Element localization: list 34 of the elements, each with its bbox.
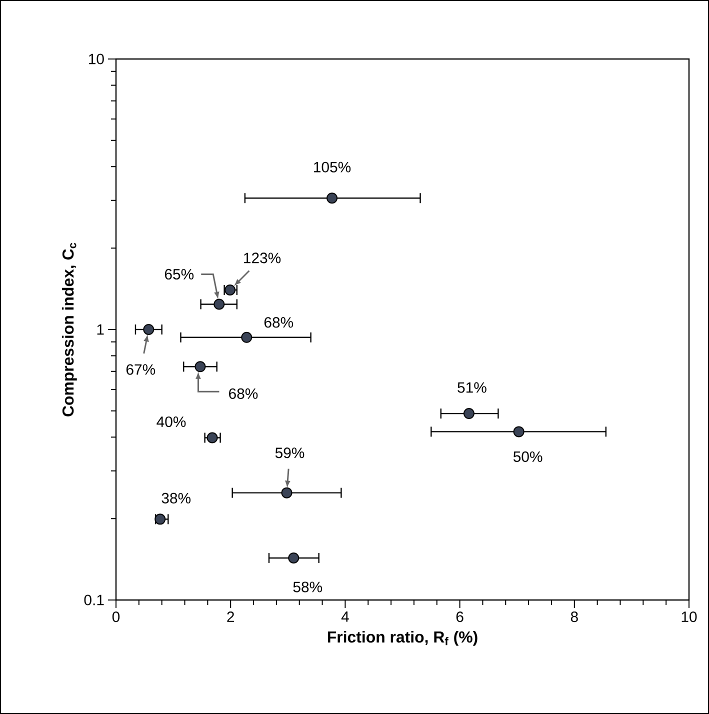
annotation: 68% [264,317,294,328]
point [241,332,252,343]
annotation: 40% [156,416,186,428]
x-tick-label: 8 [570,612,578,622]
annotation: 67% [126,364,156,375]
point [154,514,166,525]
point [288,552,300,564]
annotation: 58% [293,582,322,592]
y-tick-label: 10 [89,54,104,64]
x-tick-label: 2 [227,612,234,622]
point [281,487,292,498]
x-tick-label: 4 [341,612,349,622]
annotation: 105% [314,162,351,172]
x-tick-label: 6 [456,612,464,622]
y-axis-title: Compression index, C$_{c}$ [62,242,77,416]
point [194,361,206,372]
y-tick-label: 1 [97,324,104,335]
annotation: 68% [229,388,258,399]
annotation: 65% [164,268,194,280]
x-axis-title: Friction ratio, R$_{f}$ (%) [328,630,478,646]
x-tick-label: 0 [112,612,120,622]
point [214,298,225,310]
annotation: 50% [513,451,542,462]
point [326,192,338,204]
x-tick-label: 10 [682,612,697,622]
annotation: 51% [458,382,486,393]
point [206,432,218,444]
annotation: 38% [162,492,191,504]
annotation: 123% [244,252,281,264]
y-tick-label: 0.1 [84,594,104,606]
point [143,324,154,335]
point [463,408,474,420]
annotation: 59% [275,448,304,458]
point [513,426,524,438]
